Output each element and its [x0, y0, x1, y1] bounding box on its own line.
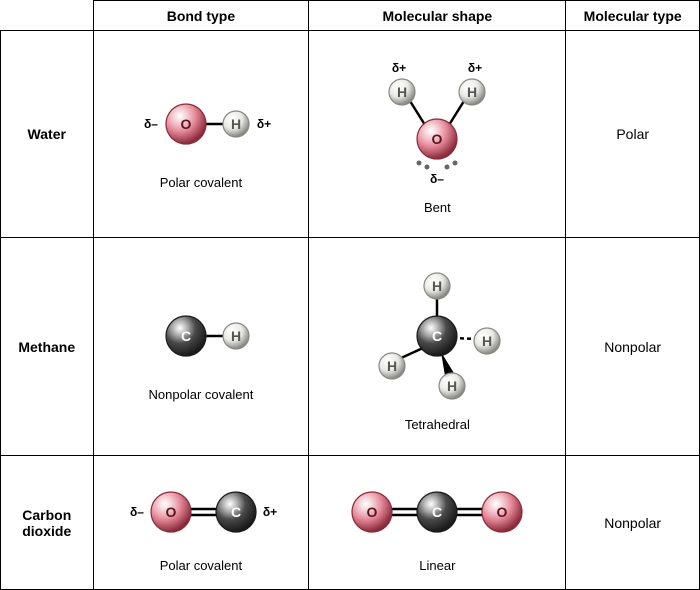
header-type: Molecular type — [566, 1, 700, 31]
co2-shape-caption: Linear — [419, 558, 455, 573]
water-bond-svg: O Hδ– δ+ — [106, 79, 296, 169]
svg-text:O: O — [432, 131, 443, 147]
cell-water-bond: O Hδ– δ+ Polar covalent — [93, 31, 309, 237]
cell-co2-shape: O C O Linear — [309, 456, 566, 590]
svg-text:H: H — [231, 116, 241, 132]
cell-co2-bond: O Cδ– δ+ Polar covalent — [93, 456, 309, 590]
row-co2: Carbon dioxide OCδ–δ+ Polar covalent OCO… — [1, 456, 700, 590]
svg-text:δ+: δ+ — [257, 117, 271, 131]
header-bond: Bond type — [93, 1, 309, 31]
water-shape-svg: O H Hδ+ δ+ δ– — [337, 54, 537, 194]
svg-text:O: O — [367, 504, 378, 520]
svg-text:δ–: δ– — [130, 505, 144, 519]
svg-text:C: C — [432, 328, 442, 344]
cell-water-type: Polar — [566, 31, 700, 237]
header-shape: Molecular shape — [309, 1, 566, 31]
co2-bond-svg: O Cδ– δ+ — [106, 472, 296, 552]
molecule-table: Bond type Molecular shape Molecular type… — [0, 0, 700, 590]
svg-text:H: H — [387, 358, 397, 374]
row-water: Water O Hδ– δ+ Polar covalent O H Hδ+ δ+ δ– Be… — [1, 31, 700, 237]
methane-shape-caption: Tetrahedral — [405, 417, 470, 432]
svg-text:H: H — [467, 84, 477, 100]
svg-text:δ+: δ+ — [468, 61, 482, 75]
cell-methane-bond: CH Nonpolar covalent — [93, 237, 309, 456]
corner-cell — [1, 1, 94, 31]
water-shape-caption: Bent — [424, 200, 451, 215]
methane-bond-caption: Nonpolar covalent — [149, 387, 254, 402]
cell-methane-type: Nonpolar — [566, 237, 700, 456]
svg-text:H: H — [231, 328, 241, 344]
svg-text:δ–: δ– — [144, 117, 158, 131]
svg-text:H: H — [432, 278, 442, 294]
co2-bond-caption: Polar covalent — [160, 558, 242, 573]
svg-text:O: O — [497, 504, 508, 520]
svg-text:O: O — [180, 116, 191, 132]
svg-text:δ–: δ– — [430, 172, 444, 186]
co2-shape-svg: OCO — [327, 472, 547, 552]
svg-text:H: H — [397, 84, 407, 100]
cell-water-shape: O H Hδ+ δ+ δ– Bent — [309, 31, 566, 237]
svg-text:δ+: δ+ — [392, 61, 406, 75]
rowhead-methane: Methane — [1, 237, 94, 456]
svg-text:C: C — [231, 504, 241, 520]
svg-text:δ+: δ+ — [263, 505, 277, 519]
methane-shape-svg: C H H H H — [337, 261, 537, 411]
water-bond-caption: Polar covalent — [160, 175, 242, 190]
svg-text:H: H — [447, 378, 457, 394]
cell-methane-shape: C H H H H Tetrahedral — [309, 237, 566, 456]
row-methane: Methane CH Nonpolar covalent CHHHH Tetra… — [1, 237, 700, 456]
svg-text:O: O — [165, 504, 176, 520]
rowhead-co2: Carbon dioxide — [1, 456, 94, 590]
svg-text:H: H — [482, 333, 492, 349]
svg-text:C: C — [181, 328, 191, 344]
methane-bond-svg: CH — [106, 291, 296, 381]
cell-co2-type: Nonpolar — [566, 456, 700, 590]
rowhead-water: Water — [1, 31, 94, 237]
svg-text:C: C — [432, 504, 442, 520]
